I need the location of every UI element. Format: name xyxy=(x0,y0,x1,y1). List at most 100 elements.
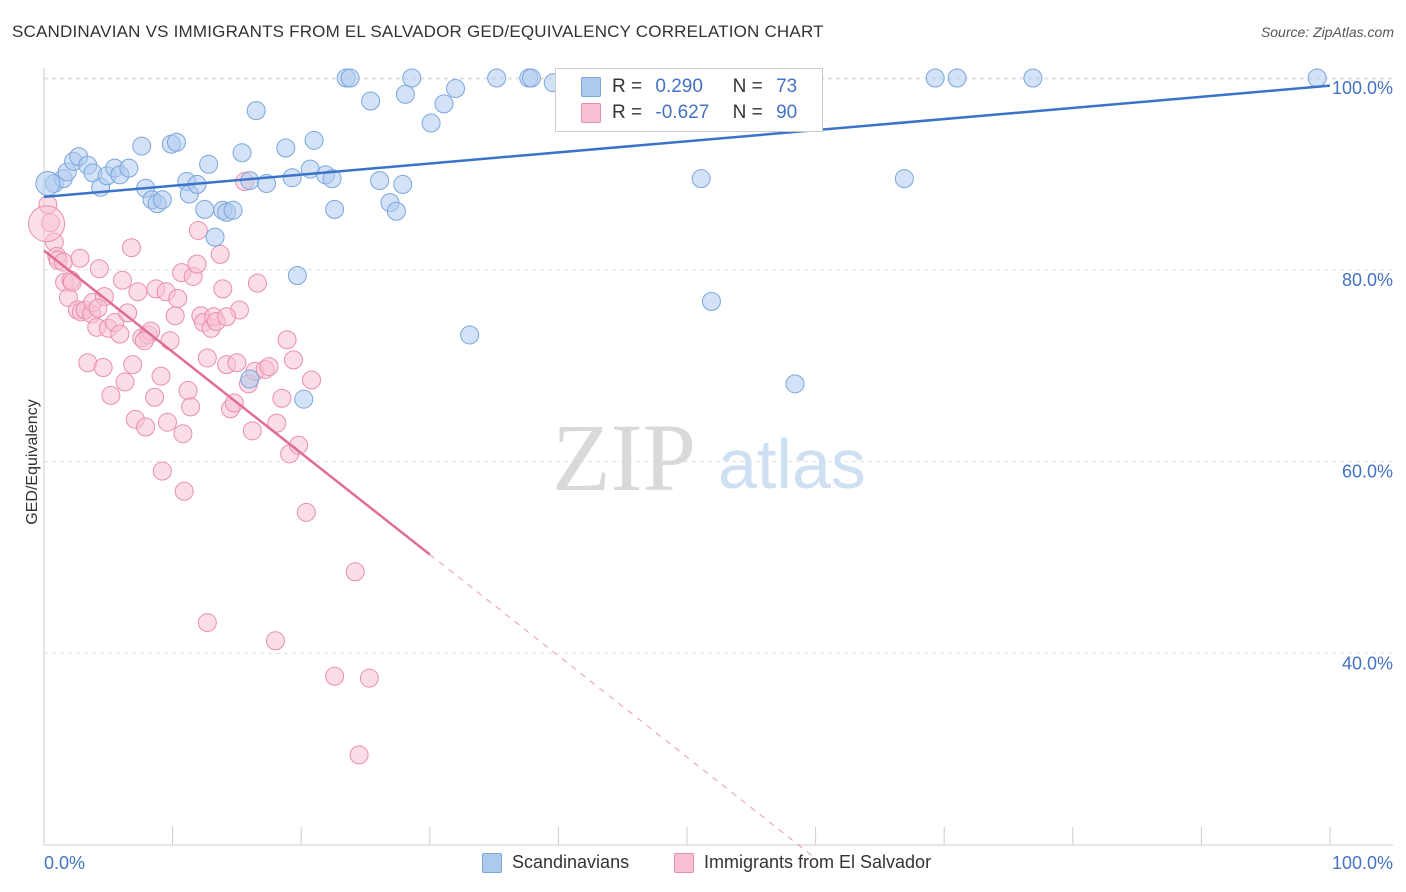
data-point-scandinavian xyxy=(947,68,967,88)
data-point-scandinavian xyxy=(287,266,307,286)
data-point-scandinavian xyxy=(386,201,406,221)
data-point-el-salvador xyxy=(165,306,185,326)
data-point-el-salvador xyxy=(188,220,208,240)
data-point-scandinavian xyxy=(205,227,225,247)
legend-n-label: N = xyxy=(732,76,763,97)
data-point-scandinavian xyxy=(395,84,415,104)
y-tick-label: 80.0% xyxy=(1342,270,1393,290)
bottom-legend-label: Immigrants from El Salvador xyxy=(704,852,932,872)
data-point-el-salvador xyxy=(174,481,194,501)
legend-swatch-pink xyxy=(581,103,601,123)
x-tick-label: 100.0% xyxy=(1332,853,1393,873)
bottom-legend-el-salvador: Immigrants from El Salvador xyxy=(674,852,931,873)
bottom-legend-swatch-pink xyxy=(674,852,694,873)
data-point-scandinavian xyxy=(276,138,296,158)
data-point-el-salvador xyxy=(157,412,177,432)
data-point-scandinavian xyxy=(232,143,252,163)
data-point-scandinavian xyxy=(1307,68,1327,88)
data-point-el-salvador xyxy=(93,358,113,378)
data-point-el-salvador xyxy=(210,244,230,264)
data-point-scandinavian xyxy=(223,200,243,220)
data-point-el-salvador xyxy=(28,205,66,243)
bottom-legend-swatch-blue xyxy=(482,852,502,873)
data-point-el-salvador xyxy=(217,307,237,327)
data-point-el-salvador xyxy=(267,413,287,433)
data-point-el-salvador xyxy=(277,330,297,350)
trendline-scandinavians xyxy=(43,84,1331,199)
data-point-scandinavian xyxy=(370,171,390,191)
data-point-el-salvador xyxy=(359,668,379,688)
data-point-scandinavian xyxy=(521,68,541,88)
data-point-el-salvador xyxy=(213,279,233,299)
data-point-el-salvador xyxy=(296,502,316,522)
data-point-scandinavian xyxy=(35,170,61,196)
data-point-scandinavian xyxy=(434,94,454,114)
bottom-legend-scandinavians: Scandinavians xyxy=(482,852,629,873)
data-point-el-salvador xyxy=(242,421,262,441)
data-point-el-salvador xyxy=(89,259,109,279)
y-tick-label: 100.0% xyxy=(1332,78,1393,98)
data-point-el-salvador xyxy=(123,355,143,375)
data-point-scandinavian xyxy=(460,325,480,345)
data-point-scandinavian xyxy=(240,369,260,389)
data-point-scandinavian xyxy=(925,68,945,88)
data-point-el-salvador xyxy=(121,238,141,258)
data-point-el-salvador xyxy=(173,424,193,444)
data-point-scandinavian xyxy=(446,79,466,99)
data-point-el-salvador xyxy=(70,248,90,268)
trendline-el-salvador xyxy=(43,249,431,556)
trendline-el-salvador-extension xyxy=(429,554,816,859)
series-el-salvador xyxy=(28,172,379,765)
data-point-scandinavian xyxy=(701,291,721,311)
data-point-el-salvador xyxy=(88,298,108,318)
data-point-el-salvador xyxy=(160,331,180,351)
y-axis-label: GED/Equivalency xyxy=(24,399,41,524)
grid-layer xyxy=(44,77,1393,654)
data-point-el-salvador xyxy=(272,388,292,408)
data-point-el-salvador xyxy=(259,357,279,377)
chart-title: SCANDINAVIAN VS IMMIGRANTS FROM EL SALVA… xyxy=(12,22,824,41)
data-point-scandinavian xyxy=(361,91,381,111)
data-point-scandinavian xyxy=(393,174,413,194)
data-point-el-salvador xyxy=(301,370,321,390)
data-point-el-salvador xyxy=(115,372,135,392)
legend-r-value: 0.290 xyxy=(655,76,703,97)
legend-swatch-blue xyxy=(581,77,601,97)
data-point-scandinavian xyxy=(282,168,302,188)
legend-n-label: N = xyxy=(732,102,763,123)
data-point-scandinavian xyxy=(304,130,324,150)
data-point-el-salvador xyxy=(349,745,369,765)
x-tick-label: 0.0% xyxy=(44,853,85,873)
legend-r-value: -0.627 xyxy=(655,102,710,123)
data-point-el-salvador xyxy=(152,461,172,481)
data-point-scandinavian xyxy=(132,136,152,156)
data-point-scandinavian xyxy=(199,154,219,174)
watermark-zip: ZIP xyxy=(552,404,696,511)
data-point-scandinavian xyxy=(119,158,139,178)
data-point-el-salvador xyxy=(325,666,345,686)
data-point-el-salvador xyxy=(128,282,148,302)
data-point-el-salvador xyxy=(187,254,207,274)
chart-source: Source: ZipAtlas.com xyxy=(1260,24,1394,40)
data-point-el-salvador xyxy=(345,562,365,582)
data-point-el-salvador xyxy=(178,381,198,401)
bottom-legend-label: Scandinavians xyxy=(512,852,630,872)
data-point-el-salvador xyxy=(227,353,247,373)
data-point-scandinavian xyxy=(785,374,805,394)
data-point-el-salvador xyxy=(247,273,267,293)
data-point-el-salvador xyxy=(181,397,201,417)
data-point-scandinavian xyxy=(402,68,422,88)
data-point-scandinavian xyxy=(421,113,441,133)
data-point-el-salvador xyxy=(265,631,285,651)
legend-r-label: R = xyxy=(612,102,643,123)
data-point-el-salvador xyxy=(110,324,130,344)
data-point-scandinavian xyxy=(1023,68,1043,88)
data-point-el-salvador xyxy=(101,385,121,405)
watermark: ZIP atlas xyxy=(552,404,866,511)
data-point-scandinavian xyxy=(152,190,172,210)
legend-r-label: R = xyxy=(612,76,643,97)
data-point-el-salvador xyxy=(118,303,138,323)
data-point-scandinavian xyxy=(340,68,360,88)
trend-layer xyxy=(43,84,1331,859)
